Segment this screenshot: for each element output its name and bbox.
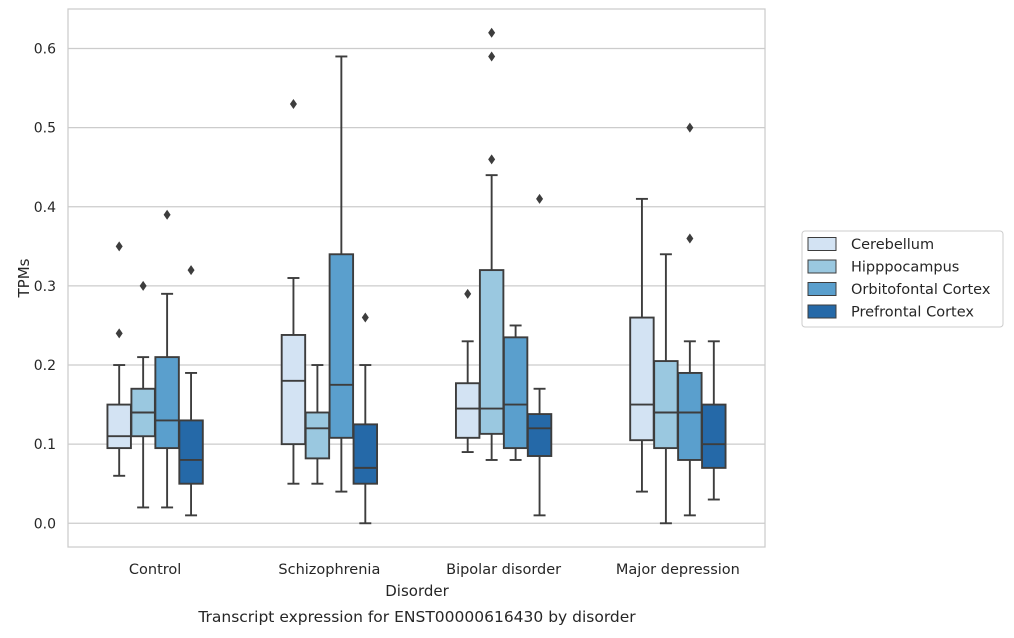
outlier-point bbox=[488, 51, 496, 62]
box-group bbox=[130, 280, 156, 509]
outlier-point bbox=[464, 288, 472, 299]
box-group bbox=[178, 265, 204, 517]
box-group bbox=[304, 364, 331, 485]
x-axis-label: Disorder bbox=[385, 582, 449, 600]
box-iqr bbox=[328, 253, 355, 439]
y-tick-label: 0.1 bbox=[34, 437, 56, 453]
box-iqr bbox=[154, 356, 180, 450]
y-tick-label: 0.3 bbox=[34, 279, 56, 295]
outlier-point bbox=[139, 280, 147, 291]
box-group bbox=[454, 288, 481, 454]
y-tick-label: 0.0 bbox=[34, 516, 56, 532]
outlier-point bbox=[115, 328, 123, 339]
y-tick-label: 0.2 bbox=[34, 358, 56, 374]
chart-caption: Transcript expression for ENST0000061643… bbox=[197, 608, 636, 626]
outlier-point bbox=[187, 265, 195, 276]
box-iqr bbox=[304, 411, 331, 460]
legend-frame bbox=[801, 230, 1004, 328]
legend-swatch bbox=[807, 259, 837, 274]
legend-swatch bbox=[807, 237, 837, 251]
x-tick-label: Bipolar disorder bbox=[446, 562, 561, 578]
outlier-point bbox=[686, 233, 694, 244]
outlier-point bbox=[488, 154, 496, 165]
box-iqr bbox=[178, 419, 204, 485]
box-group bbox=[701, 340, 727, 501]
outlier-point bbox=[163, 209, 171, 220]
box-iqr bbox=[280, 334, 307, 446]
legend: Cerebellum Hipppocampus Orbitofontal Corte… bbox=[801, 230, 1004, 328]
box-group bbox=[653, 253, 679, 525]
legend-label: Hipppocampus bbox=[851, 260, 959, 276]
box-group bbox=[154, 209, 180, 509]
box-iqr bbox=[653, 360, 679, 450]
x-tick-label: Control bbox=[129, 562, 181, 578]
box-group bbox=[677, 122, 703, 517]
outlier-point bbox=[488, 27, 496, 38]
box-group bbox=[478, 27, 505, 461]
plot-area-frame bbox=[67, 8, 766, 548]
y-tick-label: 0.4 bbox=[34, 200, 56, 216]
outlier-point bbox=[536, 193, 544, 204]
legend-label: Prefrontal Cortex bbox=[851, 305, 974, 321]
box-iqr bbox=[352, 423, 379, 485]
legend-label: Cerebellum bbox=[851, 237, 934, 253]
box-group bbox=[629, 197, 655, 493]
box-iqr bbox=[526, 413, 553, 457]
outlier-point bbox=[686, 122, 694, 133]
y-axis-ticks: 0.0 0.1 0.2 0.3 0.4 0.5 0.6 bbox=[34, 42, 56, 533]
legend-swatch bbox=[807, 304, 837, 319]
legend-swatch bbox=[807, 282, 837, 296]
box-group bbox=[106, 241, 132, 477]
outlier-point bbox=[115, 241, 123, 252]
y-axis-label: TPMs bbox=[15, 258, 33, 298]
x-axis-ticks: Control Schizophrenia Bipolar disorder Majo… bbox=[129, 562, 740, 578]
y-tick-label: 0.5 bbox=[34, 121, 56, 137]
box-iqr bbox=[106, 403, 132, 450]
box-group bbox=[280, 98, 307, 485]
x-tick-label: Schizophrenia bbox=[278, 562, 380, 578]
grid-lines bbox=[68, 47, 765, 524]
outlier-point bbox=[289, 98, 297, 109]
box-group bbox=[328, 55, 355, 493]
box-iqr bbox=[502, 336, 529, 450]
box-group bbox=[526, 193, 553, 517]
box-iqr bbox=[629, 316, 655, 442]
outlier-point bbox=[361, 312, 369, 323]
x-tick-label: Major depression bbox=[616, 562, 740, 578]
legend-label: Orbitofontal Cortex bbox=[851, 282, 991, 298]
box-series bbox=[106, 27, 727, 525]
box-iqr bbox=[454, 382, 481, 439]
box-group bbox=[352, 312, 379, 525]
box-iqr bbox=[677, 371, 703, 461]
box-group bbox=[502, 324, 529, 461]
y-tick-label: 0.6 bbox=[34, 42, 56, 58]
box-iqr bbox=[701, 403, 727, 469]
